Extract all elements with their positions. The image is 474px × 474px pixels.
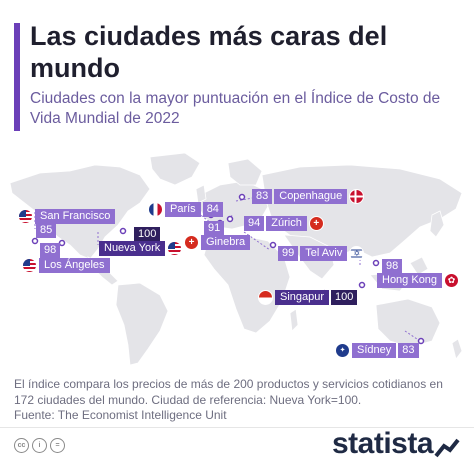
footer-description: El índice compara los precios de más de … bbox=[14, 377, 443, 407]
city-label-los-angeles: Los Ángeles bbox=[22, 258, 110, 273]
statista-logo-mark bbox=[434, 438, 460, 458]
us-flag-icon bbox=[167, 241, 183, 256]
page-title: Las ciudades más caras del mundo bbox=[30, 21, 388, 83]
marker-los-angeles bbox=[58, 239, 66, 247]
switzerland-flag-icon: + bbox=[308, 216, 324, 231]
page-subtitle: Ciudades con la mayor puntuación en el Í… bbox=[30, 90, 441, 127]
marker-sidney bbox=[417, 337, 425, 345]
city-label-zurich: 94 Zúrich + bbox=[242, 216, 324, 231]
city-label-hong-kong: Hong Kong ✿ bbox=[377, 273, 460, 288]
hong-kong-flag-icon: ✿ bbox=[444, 273, 460, 288]
footer-note: El índice compara los precios de más de … bbox=[14, 377, 464, 424]
france-flag-icon bbox=[148, 202, 163, 217]
city-label-sidney: ✦ Sídney 83 bbox=[335, 343, 419, 358]
license-icons[interactable]: cc i = bbox=[14, 438, 65, 453]
australia-flag-icon: ✦ bbox=[335, 343, 350, 358]
city-label-ginebra: + Ginebra bbox=[184, 235, 251, 250]
city-label-paris: París 84 bbox=[148, 202, 223, 217]
marker-singapur bbox=[358, 281, 366, 289]
city-score-hong-kong: 98 bbox=[380, 259, 403, 274]
city-label-tel-aviv: 99 Tel Aviv ✡ bbox=[276, 246, 365, 261]
singapore-flag-icon bbox=[258, 290, 273, 305]
person-icon[interactable]: i bbox=[32, 438, 47, 453]
us-flag-icon bbox=[18, 209, 33, 224]
equals-icon[interactable]: = bbox=[50, 438, 65, 453]
title-accent-bar bbox=[14, 23, 20, 131]
marker-zurich bbox=[226, 215, 234, 223]
us-flag-icon bbox=[22, 258, 37, 273]
statista-logo[interactable]: statista bbox=[332, 427, 434, 460]
cc-icon[interactable]: cc bbox=[14, 438, 29, 453]
city-score-nueva-york: 100 bbox=[132, 227, 161, 242]
city-label-san-francisco: San Francisco bbox=[18, 209, 116, 224]
city-label-copenhague: 83 Copenhague bbox=[250, 189, 365, 204]
marker-san-francisco bbox=[31, 237, 39, 245]
city-score-san-francisco: 85 bbox=[34, 223, 57, 238]
israel-flag-icon: ✡ bbox=[349, 246, 365, 261]
marker-nueva-york bbox=[119, 227, 127, 235]
footer-divider bbox=[0, 427, 474, 428]
switzerland-flag-icon: + bbox=[184, 235, 199, 250]
marker-hong-kong bbox=[372, 259, 380, 267]
city-score-ginebra: 91 bbox=[202, 221, 225, 236]
city-label-nueva-york: Nueva York bbox=[99, 241, 183, 256]
city-label-singapur: Singapur 100 bbox=[258, 290, 358, 305]
city-score-los-angeles: 98 bbox=[38, 243, 61, 258]
denmark-flag-icon bbox=[349, 189, 365, 204]
footer-source: Fuente: The Economist Intelligence Unit bbox=[14, 408, 227, 422]
marker-copenhague bbox=[238, 193, 246, 201]
marker-tel-aviv bbox=[269, 241, 277, 249]
